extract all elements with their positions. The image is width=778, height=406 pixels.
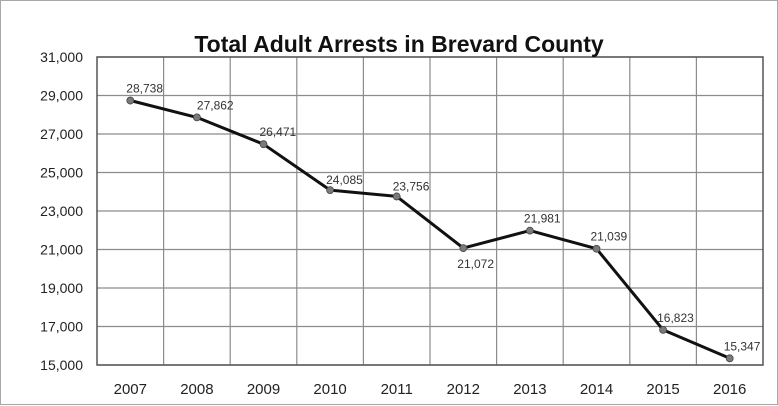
x-tick-label: 2012 [447, 381, 480, 398]
data-point [259, 140, 268, 149]
data-labels: 28,738 27,862 26,471 24,085 23,756 21,072 21,9… [126, 82, 760, 354]
x-tick-label: 2010 [313, 381, 346, 398]
y-tick-label: 21,000 [40, 242, 83, 258]
y-tick-label: 29,000 [40, 88, 83, 104]
data-label: 27,862 [197, 98, 234, 112]
y-axis-ticks: 15,000 17,000 19,000 21,000 23,000 25,000 27,0… [40, 49, 83, 373]
data-label: 28,738 [126, 82, 163, 96]
data-label: 24,085 [326, 173, 363, 187]
data-label: 15,347 [724, 339, 761, 353]
y-tick-label: 31,000 [40, 49, 83, 65]
data-label: 23,756 [393, 179, 430, 193]
y-tick-label: 25,000 [40, 165, 83, 181]
y-tick-label: 23,000 [40, 203, 83, 219]
data-point [192, 113, 201, 122]
y-tick-label: 17,000 [40, 319, 83, 335]
data-point [392, 192, 401, 201]
data-label: 26,471 [260, 125, 297, 139]
data-point [659, 326, 667, 334]
x-tick-label: 2014 [580, 381, 613, 398]
x-tick-label: 2007 [114, 381, 147, 398]
data-point [725, 354, 734, 363]
data-markers [126, 96, 734, 363]
data-label: 21,072 [457, 257, 494, 271]
data-point [126, 96, 135, 105]
x-tick-label: 2013 [513, 381, 546, 398]
data-label: 16,823 [657, 311, 694, 325]
chart-title: Total Adult Arrests in Brevard County [194, 31, 604, 57]
series-line [129, 99, 731, 360]
data-point [459, 244, 468, 253]
x-tick-label: 2015 [646, 381, 679, 398]
y-tick-label: 15,000 [40, 357, 83, 373]
x-tick-label: 2011 [381, 381, 413, 398]
x-tick-label: 2016 [713, 381, 746, 398]
data-label: 21,981 [524, 212, 561, 226]
plot-area [96, 56, 764, 366]
x-tick-label: 2008 [180, 381, 213, 398]
x-tick-label: 2009 [247, 381, 280, 398]
data-point [326, 186, 335, 195]
data-point [526, 226, 534, 235]
data-label: 21,039 [591, 230, 628, 244]
y-tick-label: 27,000 [40, 126, 83, 142]
grid-layer [97, 56, 763, 366]
x-axis-ticks: 2007 2008 2009 2010 2011 2012 2013 2014 2015 2016 [114, 381, 747, 398]
y-tick-label: 19,000 [40, 280, 83, 296]
data-point [592, 244, 601, 253]
